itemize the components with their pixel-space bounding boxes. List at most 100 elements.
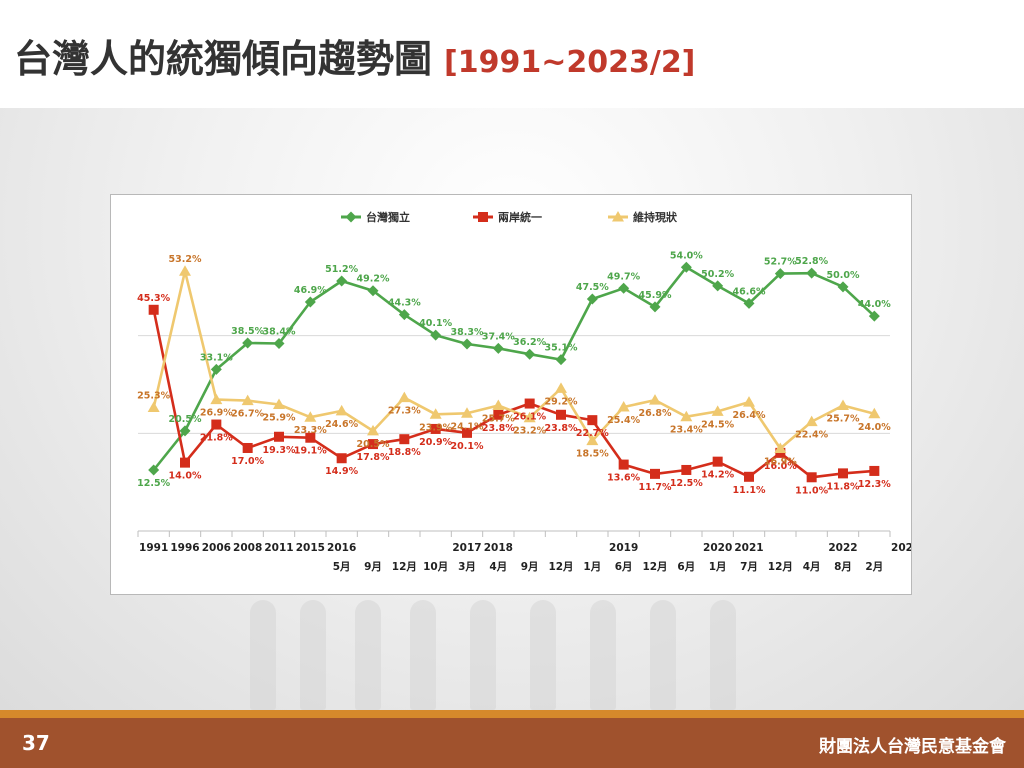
x-year-label: 2020 bbox=[703, 542, 732, 554]
data-label-independence: 54.0% bbox=[670, 250, 703, 261]
data-label-independence: 38.4% bbox=[263, 326, 296, 337]
data-label-unification: 18.8% bbox=[388, 447, 421, 458]
data-point-status-quo bbox=[241, 394, 254, 406]
data-point-status-quo bbox=[774, 442, 787, 453]
crowd-silhouette bbox=[355, 600, 381, 710]
data-point-status-quo bbox=[461, 407, 473, 418]
data-point-status-quo bbox=[711, 405, 724, 416]
data-label-independence: 44.0% bbox=[858, 299, 891, 310]
data-point-unification bbox=[838, 468, 848, 479]
data-label-unification: 12.5% bbox=[670, 478, 703, 489]
data-label-unification: 19.3% bbox=[263, 445, 296, 456]
crowd-silhouette bbox=[590, 600, 616, 710]
data-label-status-quo: 22.4% bbox=[795, 430, 828, 441]
data-label-unification: 20.1% bbox=[451, 441, 484, 452]
data-point-independence bbox=[148, 464, 160, 476]
data-label-independence: 52.8% bbox=[795, 256, 828, 267]
data-point-unification bbox=[242, 442, 253, 453]
data-point-independence bbox=[743, 297, 755, 309]
data-label-unification: 11.8% bbox=[827, 481, 860, 492]
data-label-independence: 52.7% bbox=[764, 257, 797, 268]
data-label-status-quo: 23.3% bbox=[294, 425, 327, 436]
data-label-independence: 50.2% bbox=[701, 269, 734, 280]
x-month-label: 2月 bbox=[865, 561, 883, 573]
data-point-unification bbox=[148, 304, 159, 315]
data-point-unification bbox=[336, 453, 347, 464]
data-point-status-quo bbox=[492, 399, 505, 410]
data-point-status-quo bbox=[429, 408, 442, 419]
data-point-unification bbox=[556, 409, 566, 420]
data-point-unification bbox=[681, 464, 692, 475]
data-point-independence bbox=[367, 285, 379, 297]
page-number: 37 bbox=[22, 731, 50, 755]
data-point-independence bbox=[837, 281, 849, 293]
data-label-independence: 33.1% bbox=[200, 352, 233, 363]
x-month-label: 6月 bbox=[677, 561, 695, 573]
data-label-independence: 37.4% bbox=[482, 331, 515, 342]
data-label-unification: 17.0% bbox=[231, 456, 264, 467]
slide-title-range: [1991~2023/2] bbox=[444, 45, 696, 80]
data-label-status-quo: 26.8% bbox=[639, 408, 672, 419]
x-year-label: 1991 bbox=[139, 542, 168, 554]
data-label-status-quo: 18.5% bbox=[576, 449, 609, 460]
data-point-independence bbox=[461, 338, 473, 350]
data-point-status-quo bbox=[523, 411, 536, 423]
x-year-label: 1996 bbox=[170, 542, 199, 554]
data-label-unification: 20.9% bbox=[419, 437, 452, 448]
data-label-independence: 46.6% bbox=[733, 286, 766, 297]
data-label-unification: 11.7% bbox=[639, 482, 672, 493]
data-label-unification: 14.9% bbox=[325, 466, 358, 477]
x-month-label: 1月 bbox=[709, 561, 727, 573]
data-label-independence: 38.5% bbox=[231, 326, 264, 337]
x-year-label: 2021 bbox=[734, 542, 763, 554]
x-month-label: 6月 bbox=[615, 561, 633, 573]
data-label-status-quo: 25.7% bbox=[827, 413, 860, 424]
data-point-independence bbox=[398, 309, 410, 321]
data-point-status-quo bbox=[304, 411, 317, 422]
data-point-status-quo bbox=[398, 391, 411, 403]
x-year-label: 2019 bbox=[609, 542, 638, 554]
x-year-label: 2016 bbox=[327, 542, 356, 554]
data-point-independence bbox=[524, 348, 536, 360]
data-point-independence bbox=[649, 301, 661, 313]
data-point-unification bbox=[399, 434, 410, 445]
crowd-silhouette bbox=[470, 600, 496, 710]
data-point-unification bbox=[744, 471, 754, 482]
data-point-unification bbox=[650, 468, 660, 479]
data-point-independence bbox=[179, 425, 191, 437]
data-point-independence bbox=[273, 337, 285, 349]
data-label-independence: 36.2% bbox=[513, 337, 546, 348]
data-point-status-quo bbox=[586, 434, 599, 446]
data-label-unification: 45.3% bbox=[137, 293, 170, 304]
x-year-label: 2023 bbox=[891, 542, 911, 554]
x-month-label: 7月 bbox=[740, 561, 758, 573]
x-year-label: 2011 bbox=[264, 542, 293, 554]
footer-bar: 37 財團法人台灣民意基金會 bbox=[0, 718, 1024, 768]
data-point-independence bbox=[492, 342, 504, 354]
data-label-independence: 49.2% bbox=[357, 274, 390, 285]
data-point-status-quo bbox=[868, 407, 881, 419]
data-point-independence bbox=[680, 261, 692, 273]
legend-label: 兩岸統一 bbox=[498, 210, 542, 224]
data-point-unification bbox=[368, 439, 378, 450]
series-line-independence bbox=[152, 266, 876, 471]
data-label-status-quo: 23.4% bbox=[670, 425, 703, 436]
data-point-status-quo bbox=[179, 265, 191, 276]
series-line-unification bbox=[152, 309, 875, 479]
data-point-status-quo bbox=[147, 401, 160, 412]
x-month-label: 9月 bbox=[521, 561, 539, 573]
data-point-independence bbox=[210, 363, 222, 375]
x-year-label: 2008 bbox=[233, 542, 262, 554]
legend-label: 台灣獨立 bbox=[366, 210, 410, 224]
data-label-status-quo: 29.2% bbox=[545, 396, 578, 407]
x-month-label: 9月 bbox=[364, 561, 382, 573]
x-month-label: 8月 bbox=[834, 561, 852, 573]
data-label-status-quo: 26.4% bbox=[733, 410, 766, 421]
data-label-status-quo: 25.3% bbox=[137, 390, 170, 401]
x-month-label: 4月 bbox=[803, 561, 821, 573]
data-label-status-quo: 25.7% bbox=[482, 413, 515, 424]
data-point-unification bbox=[869, 465, 880, 476]
slide-title: 台灣人的統獨傾向趨勢圖 [1991~2023/2] bbox=[14, 28, 695, 83]
data-point-independence bbox=[806, 267, 818, 279]
data-label-unification: 12.3% bbox=[858, 479, 891, 490]
